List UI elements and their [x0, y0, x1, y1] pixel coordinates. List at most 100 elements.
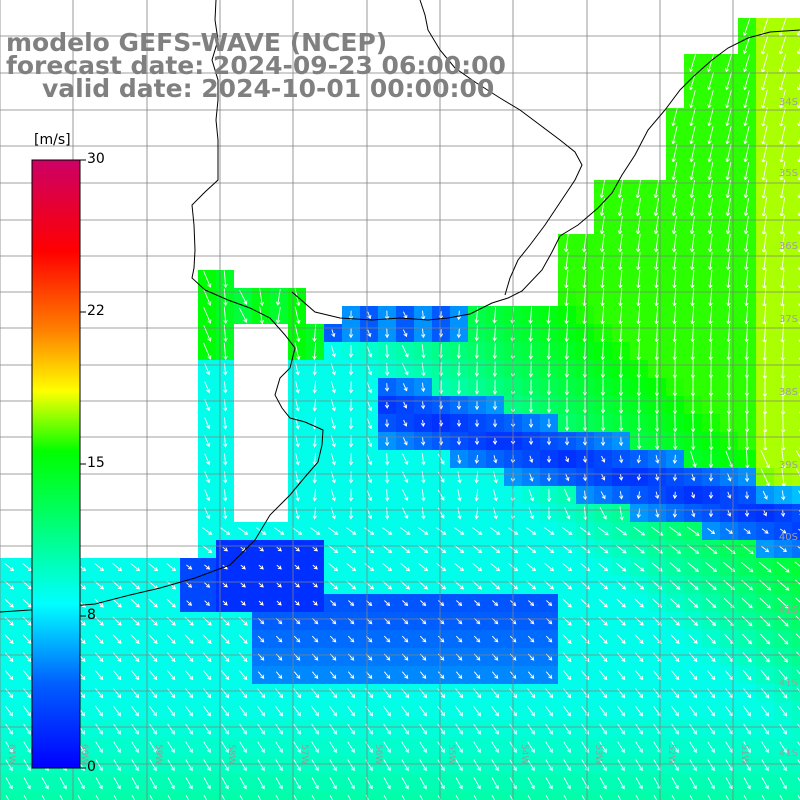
wind-arrow — [167, 723, 175, 735]
wind-arrow — [527, 759, 535, 772]
wind-arrow — [293, 741, 301, 753]
wind-arrow — [293, 794, 297, 800]
wind-cell — [702, 792, 720, 800]
wind-cell — [108, 792, 126, 800]
wind-arrow — [438, 344, 443, 359]
wind-arrow — [564, 252, 569, 271]
wind-arrow — [366, 471, 373, 484]
wind-arrow — [744, 270, 749, 289]
wind-arrow — [419, 777, 427, 790]
wind-arrow — [474, 489, 479, 502]
wind-arrow — [564, 415, 570, 432]
wind-arrow — [328, 527, 339, 535]
wind-arrow — [636, 474, 642, 481]
wind-arrow — [419, 723, 427, 735]
wind-arrow — [22, 670, 32, 681]
wind-arrow — [528, 397, 534, 414]
wind-arrow — [634, 616, 644, 626]
wind-arrow — [295, 381, 300, 394]
wind-cell — [792, 90, 800, 108]
wind-arrow — [742, 633, 753, 645]
wind-arrow — [582, 360, 588, 379]
wind-arrow — [616, 580, 627, 590]
wind-arrow — [383, 688, 392, 699]
wind-arrow — [618, 415, 624, 432]
wind-arrow — [454, 545, 465, 554]
colorbar-tick-0: 0 — [87, 759, 96, 775]
wind-arrow — [707, 198, 713, 217]
wind-arrow — [779, 741, 787, 753]
wind-arrow — [691, 473, 696, 482]
wind-arrow — [563, 723, 571, 735]
wind-arrow — [474, 507, 479, 520]
wind-arrow — [346, 545, 357, 554]
wind-cell — [792, 162, 800, 180]
wind-arrow — [725, 234, 731, 253]
wind-arrow — [401, 777, 409, 790]
wind-arrow — [41, 777, 49, 790]
wind-arrow — [402, 453, 409, 466]
colorbar-tick-22: 22 — [87, 303, 105, 319]
colorbar-tick-15: 15 — [87, 455, 105, 471]
wind-arrow — [708, 252, 713, 271]
wind-arrow — [671, 234, 677, 253]
wind-cell — [792, 648, 800, 666]
wind-arrow — [113, 723, 121, 735]
wind-arrow — [383, 705, 392, 717]
wind-arrow — [382, 545, 393, 554]
wind-arrow — [582, 252, 587, 271]
wind-arrow — [726, 252, 731, 271]
wind-arrow — [418, 527, 429, 535]
wind-arrow — [545, 723, 553, 735]
wind-arrow — [492, 343, 497, 360]
wind-arrow — [437, 671, 445, 679]
wind-arrow — [743, 72, 750, 91]
wind-arrow — [346, 527, 357, 535]
wind-arrow — [618, 378, 624, 397]
wind-arrow — [617, 794, 621, 800]
wind-arrow — [456, 362, 462, 377]
wind-arrow — [328, 580, 339, 590]
wind-arrow — [636, 491, 642, 500]
wind-arrow — [257, 794, 261, 800]
wind-arrow — [112, 598, 122, 608]
wind-cell — [594, 792, 612, 800]
wind-arrow — [94, 562, 105, 572]
wind-arrow — [778, 687, 788, 699]
wind-arrow — [760, 651, 770, 663]
wind-arrow — [185, 759, 193, 772]
wind-arrow — [617, 777, 625, 790]
wind-arrow — [797, 794, 800, 800]
wind-arrow — [312, 471, 317, 484]
wind-arrow — [382, 562, 393, 572]
wind-cell — [666, 792, 684, 800]
wind-arrow — [760, 633, 771, 645]
wind-cell — [792, 576, 800, 594]
wind-arrow — [582, 270, 587, 289]
wind-arrow — [401, 741, 409, 753]
wind-arrow — [112, 562, 123, 572]
wind-arrow — [654, 378, 660, 397]
wind-arrow — [364, 527, 375, 535]
wind-arrow — [418, 580, 429, 590]
wind-arrow — [526, 527, 537, 535]
wind-arrow — [204, 471, 211, 484]
wind-arrow — [457, 489, 462, 502]
wind-arrow — [456, 380, 462, 395]
forecast-date: forecast date: 2024-09-23 06:00:00 — [6, 51, 506, 80]
wind-arrow — [617, 759, 625, 772]
wind-arrow — [708, 509, 714, 518]
wind-arrow — [743, 741, 751, 753]
wind-arrow — [4, 634, 14, 644]
wind-arrow — [312, 342, 317, 361]
wind-arrow — [383, 723, 391, 735]
wind-arrow — [671, 705, 680, 717]
wind-arrow — [708, 270, 713, 289]
wind-arrow — [490, 545, 501, 554]
wind-arrow — [670, 652, 680, 663]
wind-arrow — [526, 545, 537, 554]
wind-arrow — [763, 510, 768, 517]
wind-arrow — [653, 794, 657, 800]
wind-arrow — [725, 126, 732, 145]
